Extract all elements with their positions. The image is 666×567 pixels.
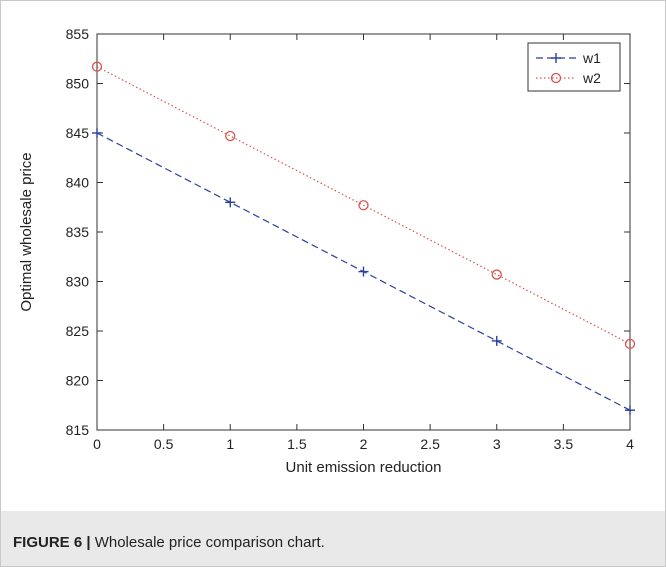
y-tick-label: 830 — [66, 274, 90, 290]
legend-label: w1 — [582, 50, 601, 66]
y-tick-label: 815 — [66, 422, 90, 438]
legend-entry-w2: w2 — [536, 70, 601, 86]
data-point-w2 — [225, 130, 236, 142]
x-tick-label: 3 — [493, 436, 501, 452]
data-point-w2 — [491, 269, 502, 280]
y-tick-label: 825 — [66, 323, 90, 339]
y-tick-label: 855 — [66, 26, 90, 42]
y-tick-label: 820 — [66, 373, 90, 389]
x-tick-label: 2.5 — [420, 436, 440, 452]
x-tick-label: 3.5 — [554, 436, 574, 452]
figure-caption-text: Wholesale price comparison chart. — [90, 534, 325, 551]
x-tick-label: 0.5 — [154, 436, 174, 452]
data-point-w1 — [225, 197, 236, 208]
x-axis-label: Unit emission reduction — [286, 459, 442, 476]
legend-marker — [550, 72, 562, 84]
x-tick-label: 0 — [93, 436, 101, 452]
legend-box — [527, 42, 621, 92]
series-w2 — [91, 61, 636, 350]
x-tick-label: 4 — [626, 436, 634, 452]
y-tick-label: 835 — [66, 224, 90, 240]
caption-bar — [1, 511, 665, 566]
series-layer — [91, 61, 636, 416]
x-tick-label: 1.5 — [287, 436, 307, 452]
axis-ticks: 0 0.5 1 1.5 2 2.5 3 3.5 4 815 820 825 830 835 840 845 85… — [66, 26, 634, 452]
data-point-w1 — [491, 335, 502, 346]
legend-label: w2 — [582, 70, 601, 86]
chart: 0 0.5 1 1.5 2 2.5 3 3.5 4 815 820 825 830 835 840 845 85… — [18, 26, 636, 476]
data-point-w1 — [358, 266, 369, 277]
y-tick-label: 845 — [66, 125, 90, 141]
data-point-w1 — [625, 405, 635, 416]
data-point-w1 — [92, 128, 102, 138]
figure-caption: FIGURE 6 | Wholesale price comparison ch… — [13, 534, 325, 551]
legend-marker — [551, 53, 561, 63]
data-point-w2 — [358, 200, 369, 211]
plot-area — [96, 33, 631, 431]
x-tick-label: 2 — [360, 436, 368, 452]
axes-frame — [96, 33, 631, 431]
x-tick-label: 1 — [226, 436, 234, 452]
data-point-w2 — [91, 61, 103, 72]
legend-entry-w1: w1 — [536, 50, 601, 66]
y-tick-label: 850 — [66, 76, 90, 92]
data-point-w2 — [624, 338, 636, 350]
y-tick-label: 840 — [66, 175, 90, 191]
series-w1 — [92, 128, 635, 416]
series-line-w2 — [96, 66, 631, 345]
figure-label: FIGURE 6 | — [13, 534, 91, 551]
y-axis-label: Optimal wholesale price — [18, 152, 35, 311]
